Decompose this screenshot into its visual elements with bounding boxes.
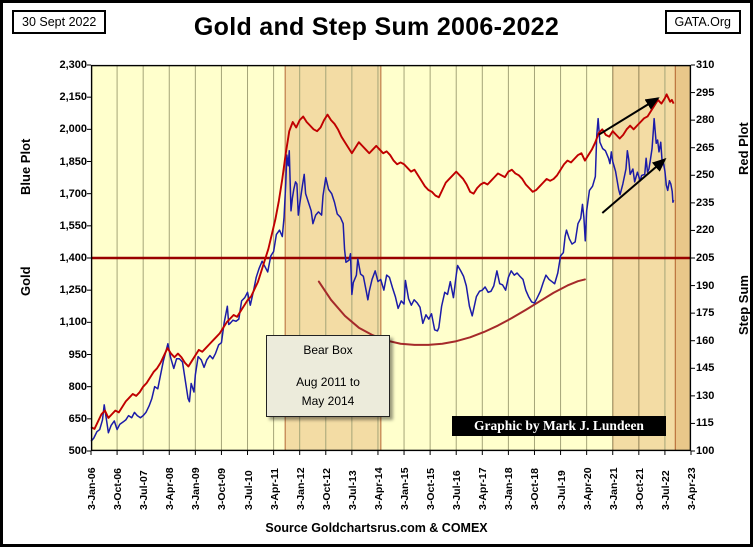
- left-axis-tick-label: 1,550: [59, 219, 87, 232]
- gold-price-line: [90, 117, 675, 442]
- x-axis-tick-label: 3-Apr-23: [686, 467, 698, 510]
- right-axis-tick-label: 250: [696, 169, 715, 182]
- left-axis-tick-label: 2,000: [59, 123, 87, 136]
- x-axis-tick-label: 3-Oct-06: [112, 467, 125, 510]
- left-axis-title: Gold: [18, 266, 33, 296]
- trend-curve: [317, 278, 586, 346]
- x-axis-tick-label: 3-Jul-22: [659, 470, 672, 510]
- x-axis-tick-label: 3-Jul-10: [242, 470, 255, 510]
- x-axis-tick-label: 3-Oct-21: [633, 467, 646, 510]
- bear-box-title: Bear Box: [303, 343, 353, 357]
- source-label: Source Goldchartsrus.com & COMEX: [265, 521, 488, 535]
- right-axis-tick-label: 295: [696, 86, 715, 99]
- x-axis-tick-label: 3-Apr-17: [477, 467, 490, 510]
- x-axis-tick-label: 3-Oct-09: [216, 467, 229, 510]
- left-axis-tick-label: 800: [68, 380, 87, 393]
- bear-box-date-from: Aug 2011 to: [296, 375, 360, 389]
- right-axis-tick-label: 115: [696, 417, 714, 430]
- left-axis-tick-label: 2,300: [59, 59, 87, 71]
- bear-box-annotation: Bear Box Aug 2011 to May 2014: [266, 335, 390, 417]
- right-axis-tick-label: 205: [696, 252, 715, 264]
- right-axis-tick-label: 310: [696, 59, 715, 71]
- right-axis-tick-label: 280: [696, 114, 715, 127]
- x-axis-tick-label: 3-Jan-09: [190, 467, 203, 510]
- right-axis-tick-label: 220: [696, 224, 715, 237]
- x-axis-tick-label: 3-Jan-15: [399, 467, 412, 510]
- x-axis-tick-label: 3-Jul-19: [555, 470, 568, 510]
- left-axis-series-label: Blue Plot: [18, 138, 33, 195]
- right-axis-tick-label: 100: [696, 445, 715, 457]
- x-axis-tick-label: 3-Jan-21: [607, 467, 620, 510]
- right-axis-tick-label: 175: [696, 307, 715, 320]
- x-axis-tick-label: 3-Apr-20: [581, 467, 594, 510]
- left-axis-tick-label: 1,250: [59, 284, 87, 297]
- right-axis-tick-label: 235: [696, 196, 715, 209]
- x-axis-tick-label: 3-Jul-07: [138, 470, 151, 510]
- left-axis-tick-label: 950: [68, 348, 87, 361]
- step-sum-line: [90, 93, 675, 430]
- org-label: GATA.Org: [664, 10, 741, 34]
- credit-label: Graphic by Mark J. Lundeen: [452, 416, 666, 436]
- left-axis-tick-label: 1,850: [59, 155, 87, 168]
- left-axis-tick-label: 500: [68, 445, 87, 457]
- left-axis-tick-label: 1,700: [59, 187, 87, 200]
- right-axis-tick-label: 265: [696, 141, 715, 154]
- x-axis-tick-label: 3-Jul-16: [451, 470, 464, 510]
- plot-border: [90, 64, 692, 452]
- trend-arrow: [598, 97, 660, 136]
- x-axis-tick-label: 3-Oct-15: [425, 467, 438, 510]
- x-axis-tick-label: 3-Jan-06: [86, 467, 98, 510]
- x-axis-tick-label: 3-Oct-18: [529, 467, 542, 510]
- x-axis-tick-label: 3-Apr-08: [164, 467, 177, 510]
- left-axis-tick-label: 650: [68, 412, 87, 425]
- trend-arrow: [601, 158, 667, 214]
- x-axis-tick-label: 3-Jan-12: [294, 467, 307, 510]
- left-axis-tick-label: 1,100: [59, 316, 87, 329]
- date-label: 30 Sept 2022: [12, 10, 107, 34]
- right-axis-tick-label: 130: [696, 389, 715, 402]
- x-axis-tick-label: 3-Jul-13: [346, 470, 359, 510]
- right-axis-tick-label: 190: [696, 279, 715, 292]
- x-axis-tick-label: 3-Oct-12: [320, 467, 333, 510]
- x-axis-tick-label: 3-Jan-18: [503, 467, 516, 510]
- x-axis-tick-label: 3-Apr-11: [268, 467, 281, 510]
- bear-box-date-to: May 2014: [301, 394, 355, 408]
- right-axis-tick-label: 160: [696, 334, 715, 347]
- left-axis-tick-label: 2,150: [59, 91, 87, 104]
- left-axis-tick-label: 1,400: [59, 252, 87, 264]
- chart-title: Gold and Step Sum 2006-2022: [193, 13, 560, 41]
- right-axis-tick-label: 145: [696, 362, 715, 375]
- x-axis-tick-label: 3-Apr-14: [372, 467, 385, 510]
- plot-area: [87, 64, 695, 455]
